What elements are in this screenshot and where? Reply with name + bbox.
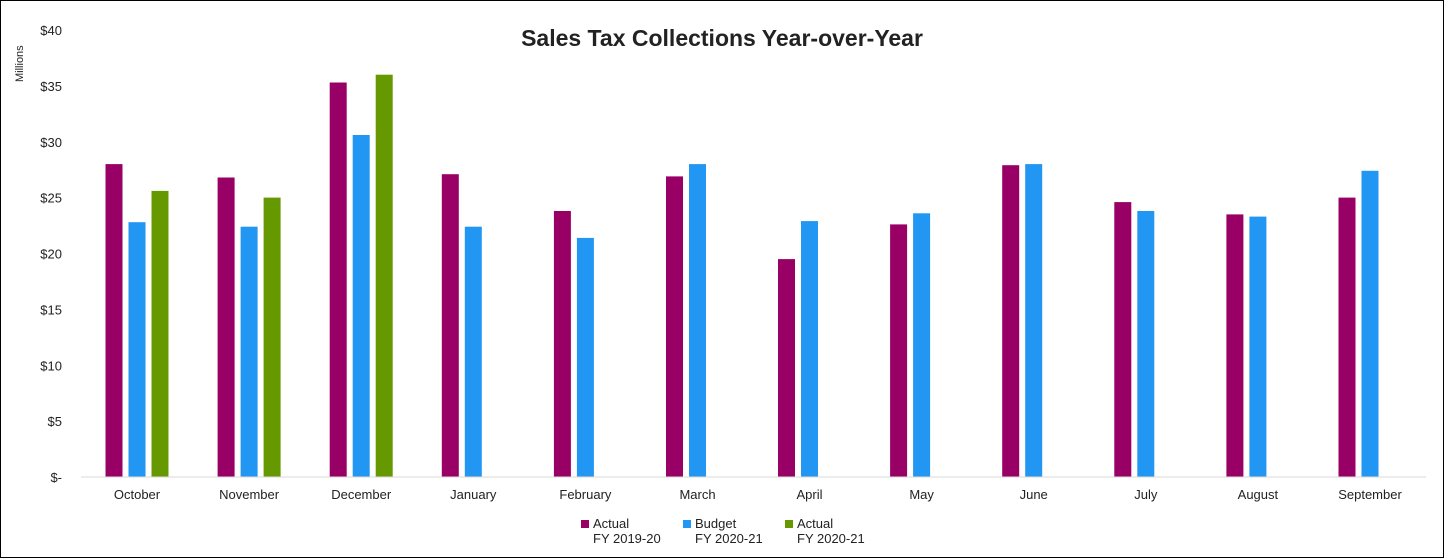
chart-title: Sales Tax Collections Year-over-Year — [521, 25, 923, 51]
bar-july-series-1 — [1114, 202, 1132, 477]
legend-label: Actual — [593, 516, 630, 531]
bar-may-series-2 — [913, 213, 931, 478]
bar-april-series-1 — [778, 259, 795, 477]
legend-label-fy: FY 2019-20 — [593, 531, 661, 546]
y-tick-label: $15 — [40, 302, 62, 317]
bar-october-series-3 — [151, 190, 169, 477]
y-axis-ticks: $- $5 $10 $15 $20 $25 $30 $35 $40 — [40, 23, 62, 485]
bar-may-series-1 — [890, 224, 908, 477]
x-tick-label: May — [909, 487, 934, 502]
y-tick-label: $35 — [40, 79, 62, 94]
x-tick-label: February — [559, 487, 612, 502]
bar-november-series-3 — [263, 197, 281, 477]
y-tick-label: $10 — [40, 358, 62, 373]
bar-april-series-2 — [801, 221, 818, 477]
y-tick-label: $5 — [48, 414, 62, 429]
y-tick-label: $- — [50, 470, 62, 485]
bar-february-series-2 — [576, 237, 594, 477]
legend-swatch — [785, 520, 793, 528]
bar-september-series-2 — [1361, 170, 1379, 478]
bar-december-series-1 — [329, 82, 347, 477]
bar-february-series-1 — [553, 211, 571, 477]
bar-november-series-2 — [240, 226, 258, 477]
legend-swatch — [683, 520, 691, 528]
bar-june-series-2 — [1025, 164, 1043, 477]
legend-label-fy: FY 2020-21 — [695, 531, 763, 546]
bar-november-series-1 — [217, 177, 235, 477]
x-tick-label: March — [679, 487, 715, 502]
x-tick-label: November — [219, 487, 280, 502]
legend-swatch — [581, 520, 589, 528]
legend-label-fy: FY 2020-21 — [797, 531, 865, 546]
y-tick-label: $20 — [40, 247, 62, 262]
bar-december-series-2 — [352, 135, 370, 477]
bar-october-series-2 — [128, 222, 146, 477]
y-tick-label: $25 — [40, 191, 62, 206]
x-tick-label: June — [1020, 487, 1048, 502]
x-tick-label: July — [1134, 487, 1158, 502]
x-tick-label: September — [1338, 487, 1402, 502]
bar-august-series-1 — [1226, 214, 1244, 477]
legend-label: Budget — [695, 516, 737, 531]
bar-july-series-2 — [1137, 211, 1155, 477]
legend-label: Actual — [797, 516, 834, 531]
y-tick-label: $40 — [40, 23, 62, 38]
bars — [105, 74, 1379, 478]
bar-march-series-1 — [666, 176, 683, 477]
bar-march-series-2 — [689, 164, 706, 477]
bar-august-series-2 — [1249, 216, 1267, 477]
x-tick-label: January — [450, 487, 497, 502]
bar-october-series-1 — [105, 164, 123, 477]
x-axis-ticks: October November December January February Ma… — [114, 487, 1403, 502]
bar-september-series-1 — [1338, 197, 1356, 477]
x-tick-label: August — [1238, 487, 1279, 502]
bar-december-series-3 — [375, 74, 393, 477]
x-tick-label: October — [114, 487, 161, 502]
bar-january-series-1 — [441, 174, 459, 477]
bar-june-series-1 — [1002, 165, 1020, 477]
bar-january-series-2 — [464, 226, 482, 477]
x-tick-label: December — [331, 487, 392, 502]
y-tick-label: $30 — [40, 135, 62, 150]
x-tick-label: April — [796, 487, 822, 502]
